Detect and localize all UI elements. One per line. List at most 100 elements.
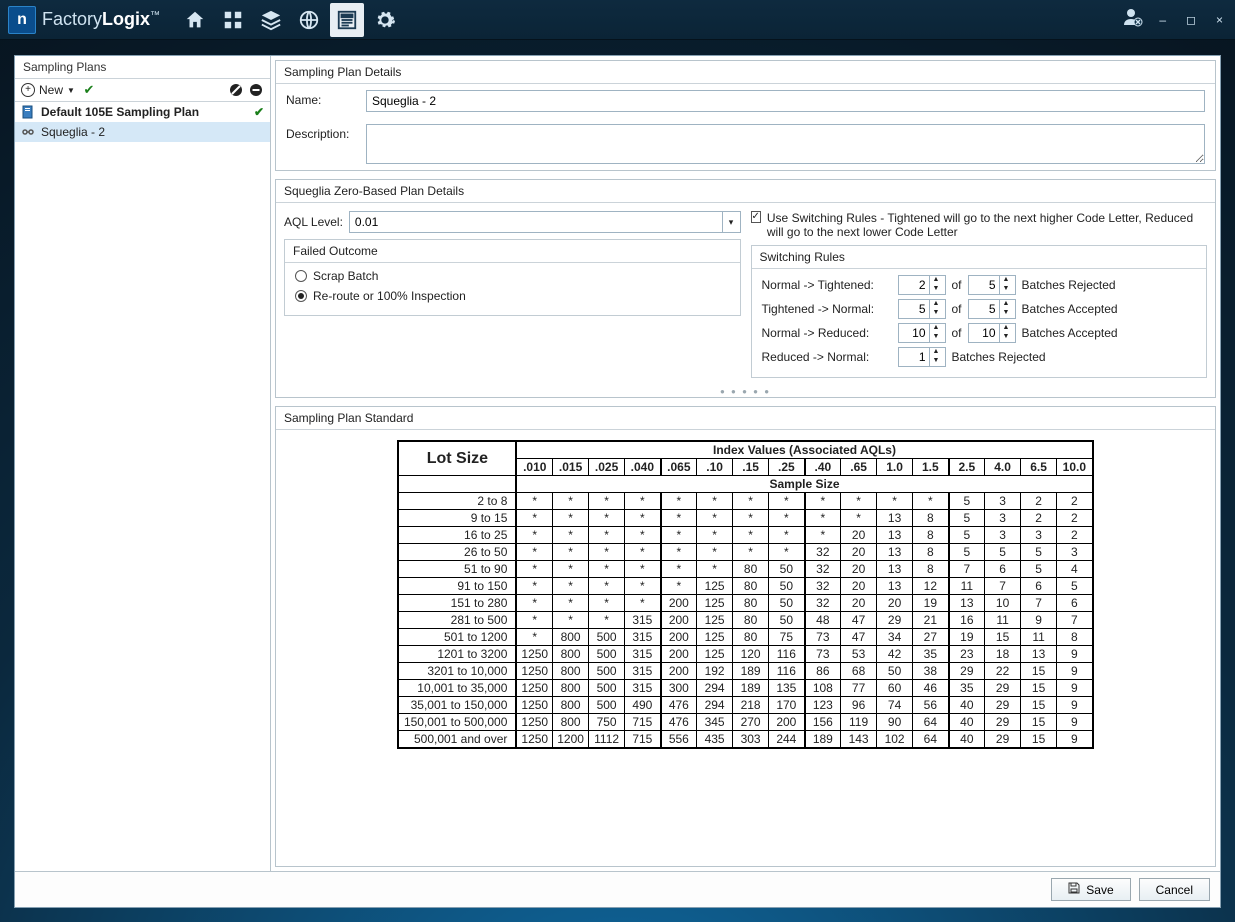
minimize-button[interactable]: – <box>1155 11 1170 29</box>
aql-header: 1.0 <box>877 459 913 476</box>
toolbar-stack-icon[interactable] <box>254 3 288 37</box>
toolbar-gear-icon[interactable] <box>368 3 402 37</box>
spin-down-icon[interactable]: ▼ <box>930 357 943 366</box>
spin-input[interactable]: ▲▼ <box>898 347 946 367</box>
spin-up-icon[interactable]: ▲ <box>930 324 943 333</box>
value-cell: 9 <box>1057 680 1093 697</box>
splitter[interactable]: ● ● ● ● ● <box>276 386 1215 397</box>
chevron-down-icon[interactable]: ▾ <box>722 212 740 232</box>
spin-input[interactable]: ▲▼ <box>968 323 1016 343</box>
plan-row[interactable]: Default 105E Sampling Plan✔ <box>15 102 270 122</box>
value-cell: * <box>516 578 552 595</box>
spin-up-icon[interactable]: ▲ <box>930 276 943 285</box>
spin-down-icon[interactable]: ▼ <box>1000 333 1013 342</box>
spin-down-icon[interactable]: ▼ <box>1000 285 1013 294</box>
save-button[interactable]: Save <box>1051 878 1130 901</box>
value-cell: 715 <box>625 714 661 731</box>
value-cell: 200 <box>661 646 697 663</box>
value-cell: 21 <box>913 612 949 629</box>
value-cell: 40 <box>949 731 985 749</box>
value-cell: * <box>553 510 589 527</box>
value-cell: * <box>769 510 805 527</box>
value-cell: 5 <box>949 544 985 561</box>
lot-size-cell: 9 to 15 <box>398 510 516 527</box>
lot-size-header: Lot Size <box>398 441 516 476</box>
value-cell: * <box>661 510 697 527</box>
spin-up-icon[interactable]: ▲ <box>930 348 943 357</box>
value-cell: * <box>589 527 625 544</box>
spin-up-icon[interactable]: ▲ <box>930 300 943 309</box>
zero-based-title: Squeglia Zero-Based Plan Details <box>276 180 1215 203</box>
value-cell: 303 <box>733 731 769 749</box>
apply-icon[interactable]: ✔ <box>81 82 97 98</box>
value-cell: 490 <box>625 697 661 714</box>
value-cell: * <box>661 527 697 544</box>
plan-name: Default 105E Sampling Plan <box>41 105 199 119</box>
value-cell: * <box>769 493 805 510</box>
spin-input[interactable]: ▲▼ <box>898 323 946 343</box>
spin-input[interactable]: ▲▼ <box>968 275 1016 295</box>
remove-icon[interactable] <box>248 82 264 98</box>
spin-up-icon[interactable]: ▲ <box>1000 300 1013 309</box>
spin-down-icon[interactable]: ▼ <box>930 333 943 342</box>
sidebar: Sampling Plans + New ▼ ✔ Default 105E Sa… <box>15 56 271 871</box>
spin-input[interactable]: ▲▼ <box>898 275 946 295</box>
aql-value[interactable] <box>350 212 722 232</box>
value-cell: 500 <box>589 629 625 646</box>
close-button[interactable]: × <box>1212 11 1227 29</box>
spin-down-icon[interactable]: ▼ <box>930 285 943 294</box>
value-cell: 48 <box>805 612 841 629</box>
radio-reroute[interactable]: Re-route or 100% Inspection <box>295 289 730 303</box>
new-button[interactable]: + New ▼ <box>21 83 75 97</box>
value-cell: 35 <box>913 646 949 663</box>
user-icon[interactable] <box>1123 7 1143 32</box>
cancel-button[interactable]: Cancel <box>1139 878 1210 901</box>
main-panel: Sampling Plans + New ▼ ✔ Default 105E Sa… <box>14 55 1221 908</box>
spin-down-icon[interactable]: ▼ <box>1000 309 1013 318</box>
value-cell: 7 <box>1057 612 1093 629</box>
spin-input[interactable]: ▲▼ <box>898 299 946 319</box>
value-cell: 32 <box>805 595 841 612</box>
value-cell: 1250 <box>516 680 552 697</box>
table-row: 26 to 50********32201385553 <box>398 544 1092 561</box>
spin-up-icon[interactable]: ▲ <box>1000 276 1013 285</box>
value-cell: 13 <box>949 595 985 612</box>
toolbar-page-icon[interactable] <box>330 3 364 37</box>
value-cell: 9 <box>1057 646 1093 663</box>
name-input[interactable] <box>366 90 1205 112</box>
value-cell: 64 <box>913 714 949 731</box>
value-cell: 218 <box>733 697 769 714</box>
value-cell: 2 <box>1021 493 1057 510</box>
value-cell: 27 <box>913 629 949 646</box>
block-icon[interactable] <box>228 82 244 98</box>
value-cell: 3 <box>985 527 1021 544</box>
toolbar-globe-icon[interactable] <box>292 3 326 37</box>
new-label: New <box>39 83 63 97</box>
plan-name: Squeglia - 2 <box>41 125 105 139</box>
value-cell: * <box>805 510 841 527</box>
spin-input[interactable]: ▲▼ <box>968 299 1016 319</box>
value-cell: 300 <box>661 680 697 697</box>
value-cell: 64 <box>913 731 949 749</box>
plan-row[interactable]: Squeglia - 2 <box>15 122 270 142</box>
value-cell: * <box>733 527 769 544</box>
value-cell: 12 <box>913 578 949 595</box>
value-cell: 32 <box>805 544 841 561</box>
toolbar-home-icon[interactable] <box>178 3 212 37</box>
desc-input[interactable] <box>366 124 1205 164</box>
toolbar-grid-icon[interactable] <box>216 3 250 37</box>
radio-scrap[interactable]: Scrap Batch <box>295 269 730 283</box>
value-cell: 200 <box>661 595 697 612</box>
value-cell: 7 <box>1021 595 1057 612</box>
spin-up-icon[interactable]: ▲ <box>1000 324 1013 333</box>
aql-select[interactable]: ▾ <box>349 211 741 233</box>
value-cell: 500 <box>589 680 625 697</box>
value-cell: 73 <box>805 629 841 646</box>
value-cell: 15 <box>985 629 1021 646</box>
value-cell: 556 <box>661 731 697 749</box>
maximize-button[interactable]: ◻ <box>1182 11 1200 29</box>
spin-down-icon[interactable]: ▼ <box>930 309 943 318</box>
value-cell: 42 <box>877 646 913 663</box>
use-switching-rules-checkbox[interactable]: ✓ <box>751 211 761 223</box>
value-cell: 435 <box>697 731 733 749</box>
